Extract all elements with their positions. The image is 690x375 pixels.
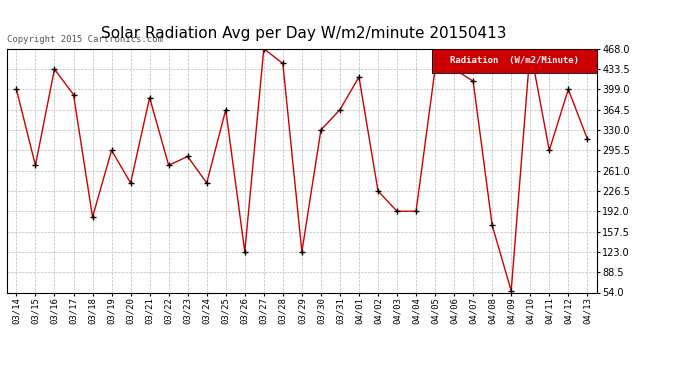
Text: Solar Radiation Avg per Day W/m2/minute 20150413: Solar Radiation Avg per Day W/m2/minute … (101, 26, 506, 41)
Text: Copyright 2015 Cartronics.com: Copyright 2015 Cartronics.com (7, 35, 163, 44)
